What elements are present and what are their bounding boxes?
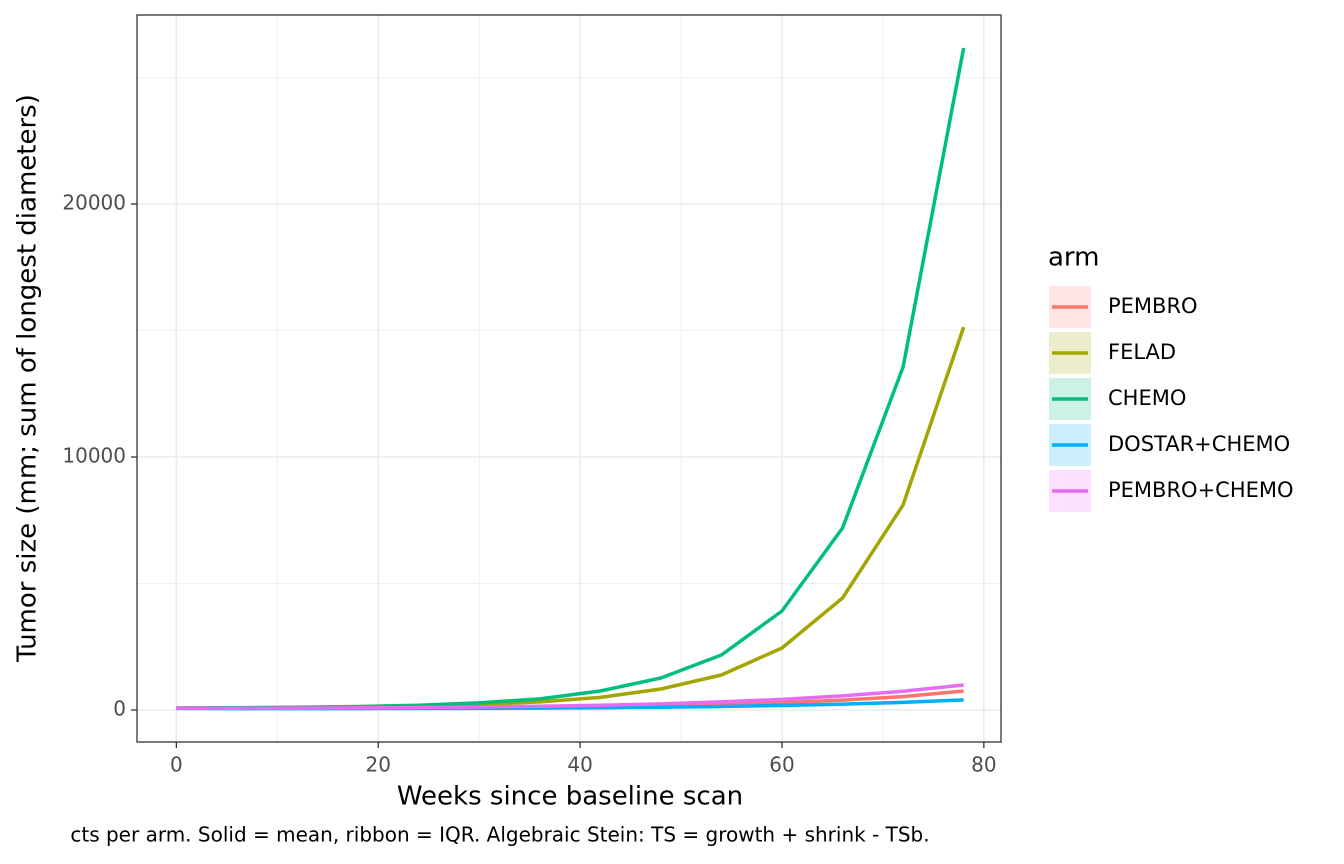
marks	[176, 47, 966, 711]
y-tick-label: 10000	[62, 443, 126, 467]
y-tick-label: 20000	[62, 190, 126, 214]
y-tick-label: 0	[113, 696, 126, 720]
legend-label: DOSTAR+CHEMO	[1108, 432, 1290, 456]
panel-background	[137, 15, 1001, 742]
axes: 0 20 40 60 80 0 10000 20000	[62, 190, 996, 776]
panel-border	[136, 14, 1002, 743]
x-tick-label: 80	[971, 753, 996, 777]
x-tick-label: 40	[567, 753, 592, 777]
legend-label: PEMBRO+CHEMO	[1108, 478, 1294, 502]
grid	[137, 15, 1001, 742]
x-tick-label: 0	[170, 753, 183, 777]
legend: PEMBRO FELAD CHEMO DOSTAR+CHEMO PEMBRO+CHEMO	[1049, 286, 1294, 512]
x-axis-title: Weeks since baseline scan	[397, 782, 743, 812]
x-tick-label: 60	[769, 753, 794, 777]
legend-label: PEMBRO	[1108, 294, 1198, 318]
legend-title: arm	[1048, 243, 1100, 273]
legend-label: CHEMO	[1108, 386, 1186, 410]
caption: cts per arm. Solid = mean, ribbon = IQR.…	[70, 823, 929, 847]
series-line	[176, 683, 964, 710]
legend-label: FELAD	[1108, 340, 1176, 364]
y-axis-title: Tumor size (mm; sum of longest diameters…	[13, 94, 43, 663]
x-tick-label: 20	[366, 753, 391, 777]
